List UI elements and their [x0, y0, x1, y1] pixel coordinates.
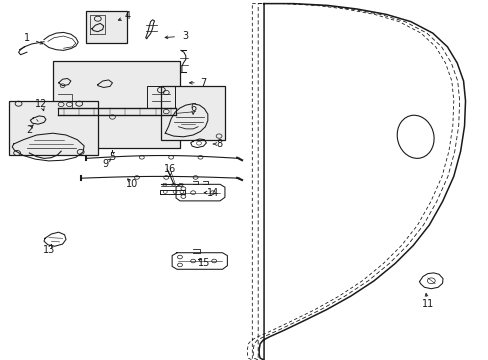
Text: 8: 8 [216, 139, 222, 149]
Text: 9: 9 [102, 159, 108, 169]
Text: 5: 5 [109, 152, 115, 162]
Text: 12: 12 [35, 99, 48, 109]
Text: 1: 1 [24, 33, 30, 43]
Text: 13: 13 [42, 245, 55, 255]
Text: 2: 2 [26, 125, 32, 135]
Bar [85, 11, 127, 43]
Text: 16: 16 [163, 164, 176, 174]
Text: 11: 11 [421, 299, 433, 309]
Text: 6: 6 [190, 103, 196, 113]
Text: 14: 14 [206, 188, 219, 198]
Bar [9, 101, 98, 155]
Text: 4: 4 [125, 11, 131, 21]
Text: 10: 10 [125, 179, 138, 189]
Text: 7: 7 [200, 78, 205, 88]
Text: 3: 3 [183, 31, 188, 41]
Bar [53, 61, 180, 148]
Bar [161, 86, 224, 140]
Text: 15: 15 [198, 258, 210, 268]
